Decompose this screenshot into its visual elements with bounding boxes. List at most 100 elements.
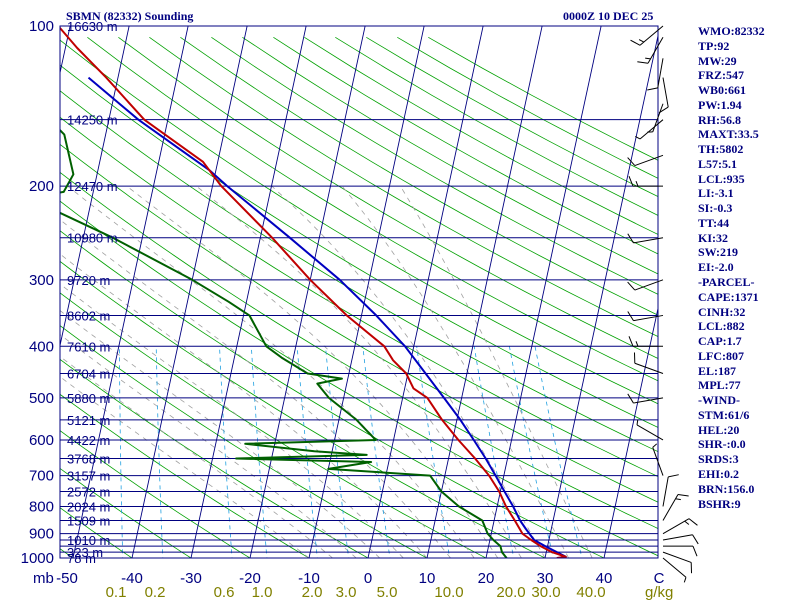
wind-barb: [652, 443, 664, 476]
temp-tick-label: -50: [56, 570, 78, 587]
index-item: WB0:661: [698, 83, 746, 98]
wind-barb: [627, 154, 664, 167]
wind-barb-stroke: [645, 57, 651, 60]
index-item: SRDS:3: [698, 452, 739, 467]
isotherm: [603, 306, 658, 558]
dry-adiabat: [60, 39, 658, 405]
mixing-ratio-line: [155, 346, 164, 558]
moist-adiabat: [271, 185, 546, 558]
mixing-ratio-tick-label: 10.0: [434, 584, 463, 600]
wind-barb-stroke: [677, 493, 689, 497]
dry-adiabat: [60, 358, 369, 558]
index-item: TH:5802: [698, 142, 744, 157]
wind-barb-stroke: [637, 61, 649, 64]
pressure-tick-label: 500: [29, 390, 54, 407]
wind-barb: [630, 25, 664, 46]
moist-adiabat: [60, 355, 333, 558]
pressure-tick-label: 600: [29, 432, 54, 449]
plot-frame: [59, 25, 659, 559]
isotherm: [190, 26, 307, 558]
height-label: 5121 m: [67, 413, 110, 428]
wind-barb-stroke: [633, 314, 664, 322]
mixing-ratio-tick-label: 1.0: [252, 584, 273, 600]
wind-barb-stroke: [684, 520, 690, 525]
dry-adiabat: [60, 90, 658, 453]
wind-barb: [662, 518, 698, 535]
wind-barb-stroke: [628, 175, 634, 187]
wind-barb: [647, 103, 664, 133]
height-label: 323 m: [67, 545, 103, 560]
temp-tick-label: -10: [298, 570, 320, 587]
isotherm: [72, 26, 189, 558]
pressure-tick-label: 900: [29, 526, 54, 543]
isotherm: [60, 26, 130, 348]
isotherm: [249, 26, 366, 558]
wind-barb-stroke: [630, 39, 641, 46]
wind-barb-stroke: [627, 233, 634, 244]
wind-barb: [658, 77, 669, 114]
wind-barb-stroke: [675, 498, 681, 501]
isotherm: [426, 26, 543, 558]
mixing-ratio-tick-label: 20.0: [496, 584, 525, 600]
dry-adiabat: [60, 171, 658, 529]
wind-barb: [627, 233, 664, 244]
dry-adiabat: [60, 325, 428, 558]
wind-barb-stroke: [683, 577, 687, 583]
dry-adiabat: [87, 36, 658, 382]
wind-barb: [662, 551, 693, 574]
index-item: WMO:82332: [698, 24, 765, 38]
dry-adiabat: [60, 260, 546, 558]
mixing-ratio-tick-label: 0.6: [214, 584, 235, 600]
index-item: RH:56.8: [698, 112, 741, 127]
mixing-ratio-line: [325, 346, 350, 558]
index-item: BSHR:9: [698, 496, 741, 511]
index-item: CAP:1.7: [698, 334, 742, 349]
index-item: -PARCEL-: [698, 275, 755, 290]
height-label: 1509 m: [67, 513, 110, 528]
wind-barb-stroke: [662, 557, 687, 578]
wind-barb-stroke: [636, 424, 664, 441]
mixing-ratio-line: [473, 346, 515, 558]
height-label: 12470 m: [67, 179, 118, 194]
index-item: LCL:882: [698, 319, 745, 334]
index-item: LI:-3.1: [698, 186, 734, 201]
temperature-trace: [60, 26, 567, 558]
temp-tick-label: 40: [596, 570, 613, 587]
wind-barb-stroke: [639, 119, 664, 140]
index-item: LCL:935: [698, 171, 745, 186]
height-label: 78 m: [67, 551, 96, 566]
index-item: TP:92: [698, 38, 730, 53]
isotherm: [0, 14, 14, 569]
index-item: EHI:0.2: [698, 466, 740, 481]
index-item: MPL:77: [698, 378, 741, 393]
wind-barb-stroke: [634, 279, 664, 291]
wind-barb: [628, 175, 663, 187]
mixing-ratio-line: [250, 346, 268, 558]
index-item: EI:-2.0: [698, 260, 734, 275]
wind-barb-stroke: [627, 281, 636, 291]
wind-barb-stroke: [635, 341, 639, 347]
height-label: 9720 m: [67, 273, 110, 288]
wind-barb: [633, 352, 664, 374]
index-item: CINH:32: [698, 304, 746, 319]
mixing-ratio-tick-label: 30.0: [531, 584, 560, 600]
dry-adiabat: [273, 36, 658, 255]
pressure-tick-label: 700: [29, 468, 54, 485]
height-label: 3157 m: [67, 469, 110, 484]
index-item: SW:219: [698, 245, 739, 260]
wind-barb: [636, 419, 664, 441]
mixing-ratio-tick-label: 40.0: [576, 584, 605, 600]
wind-barb-stroke: [638, 39, 645, 43]
index-item: LFC:807: [698, 348, 744, 363]
pressure-axis-label: mb: [33, 570, 54, 587]
indices-list: WMO:82332 TP:92 MW:29 FRZ:547 WB0:661 PW:1.94…: [698, 24, 798, 511]
height-label: 2024 m: [67, 499, 110, 514]
wind-barb: [663, 545, 698, 557]
dry-adiabat: [60, 292, 487, 558]
temp-tick-label: -40: [121, 570, 143, 587]
temp-tick-label: -20: [239, 570, 261, 587]
index-item: PW:1.94: [698, 97, 742, 112]
temp-unit-label: C: [654, 570, 665, 587]
